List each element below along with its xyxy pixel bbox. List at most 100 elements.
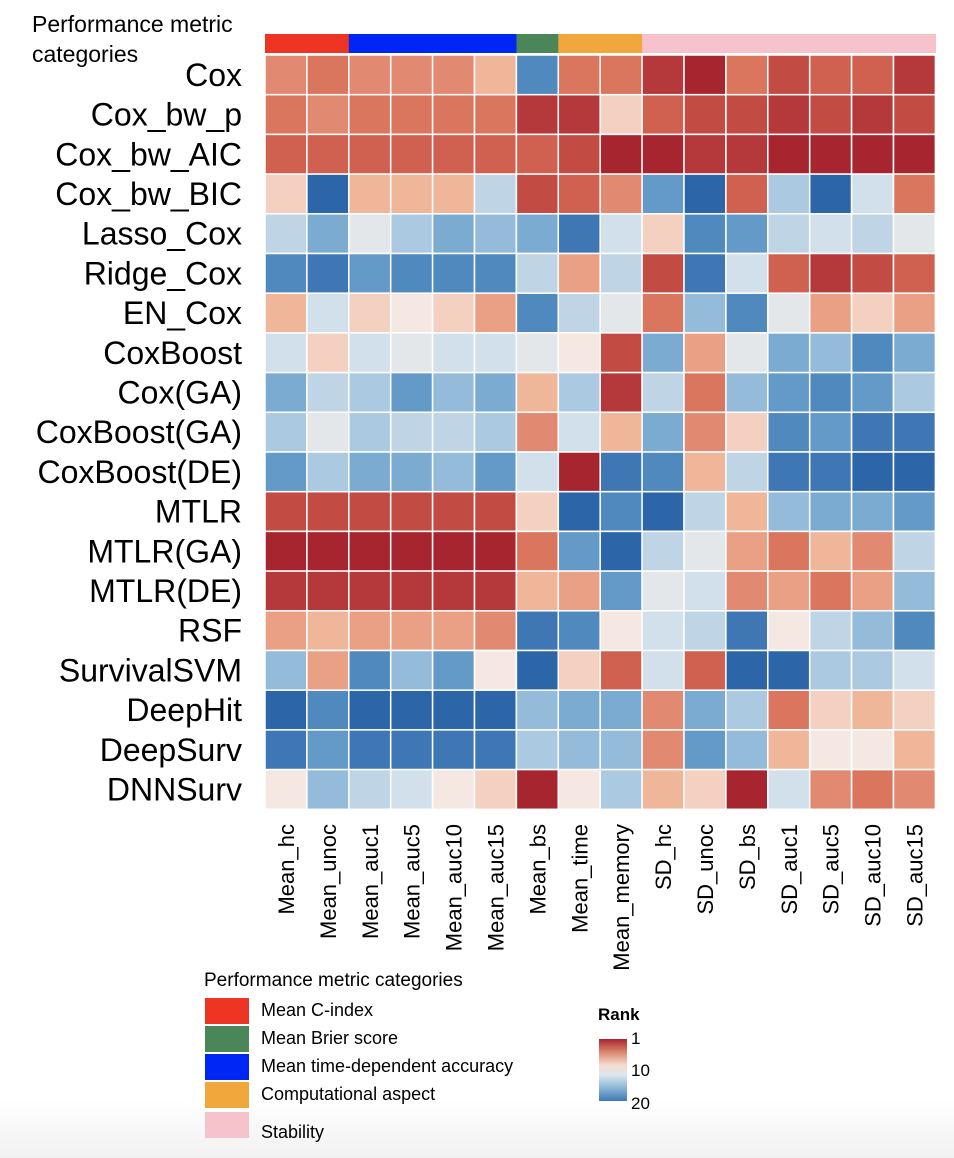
cell-deepsurv-mean-memory <box>599 729 643 771</box>
column-label-mean-auc1: Mean_auc1 <box>358 824 383 939</box>
cell-deephit-mean-auc15 <box>473 689 518 731</box>
cell-lasso-cox-mean-auc10 <box>431 213 476 255</box>
cell-mtlr-ga-sd-auc15 <box>892 530 937 572</box>
cell-mtlr-ga-sd-auc5 <box>808 530 853 572</box>
cell-cox-bw-p-mean-auc1 <box>348 93 392 136</box>
cell-lasso-cox-mean-memory <box>599 213 643 255</box>
row-label-mtlr: MTLR <box>155 494 242 530</box>
cell-cox-bw-aic-mean-auc10 <box>431 133 476 175</box>
cell-coxboost-sd-auc10 <box>850 332 895 374</box>
cell-deephit-mean-time <box>557 689 601 731</box>
cell-mtlr-de-mean-auc1 <box>348 570 392 612</box>
cell-deepsurv-sd-auc5 <box>808 729 853 771</box>
cell-rsf-sd-unoc <box>683 610 727 652</box>
column-labels: Mean_hc Mean_unoc Mean_auc1 Mean_auc5 Mean_a… <box>274 824 928 971</box>
column-label-mean-memory: Mean_memory <box>609 824 634 971</box>
cell-ridge-cox-sd-bs <box>725 252 769 294</box>
row-label-en-cox: EN_Cox <box>123 295 242 331</box>
cell-mtlr-ga-sd-hc <box>641 530 685 572</box>
cell-mtlr-sd-auc1 <box>767 490 811 533</box>
legend-label: Mean Brier score <box>261 1028 399 1048</box>
cell-dnnsurv-sd-bs <box>725 768 769 811</box>
cell-mtlr-ga-mean-unoc <box>306 530 350 572</box>
heatmap-cells <box>264 54 937 811</box>
cell-deepsurv-sd-auc1 <box>767 729 811 771</box>
cell-ridge-cox-mean-auc15 <box>473 252 518 294</box>
cell-mtlr-de-mean-unoc <box>306 570 350 612</box>
annotation-title-line-1: Performance metric <box>32 11 233 37</box>
annotation-cell-mean-auc15 <box>474 34 517 53</box>
legend-label: Mean C-index <box>261 1000 374 1020</box>
cell-cox-bw-bic-mean-time <box>557 173 601 215</box>
cell-coxboost-ga-sd-unoc <box>683 411 727 453</box>
row-label-survivalsvm: SurvivalSVM <box>59 652 242 688</box>
cell-deepsurv-sd-hc <box>641 729 685 771</box>
cell-cox-mean-auc5 <box>389 54 434 96</box>
cell-mtlr-de-mean-hc <box>264 570 308 612</box>
cell-cox-bw-p-mean-time <box>557 93 601 136</box>
cell-cox-bw-p-mean-hc <box>264 93 308 136</box>
cell-mtlr-sd-unoc <box>683 490 727 533</box>
cell-deephit-mean-unoc <box>306 689 350 731</box>
cell-en-cox-mean-hc <box>264 292 308 334</box>
cell-dnnsurv-mean-unoc <box>306 768 350 811</box>
cell-cox-bw-aic-sd-bs <box>725 133 769 175</box>
cell-coxboost-ga-sd-auc10 <box>850 411 895 453</box>
cell-cox-bw-p-sd-bs <box>725 93 769 136</box>
cell-en-cox-mean-auc15 <box>473 292 518 334</box>
cell-lasso-cox-mean-time <box>557 213 601 255</box>
cell-survivalsvm-mean-auc10 <box>431 649 476 691</box>
cell-survivalsvm-mean-auc1 <box>348 649 392 691</box>
row-label-lasso-cox: Lasso_Cox <box>82 216 242 252</box>
cell-lasso-cox-sd-auc5 <box>808 213 853 255</box>
cell-mtlr-sd-auc15 <box>892 490 937 533</box>
cell-rsf-sd-auc15 <box>892 610 937 652</box>
cell-mtlr-de-sd-auc1 <box>767 570 811 612</box>
cell-cox-ga-mean-auc15 <box>473 371 518 414</box>
cell-deephit-sd-unoc <box>683 689 727 731</box>
cell-deepsurv-sd-auc15 <box>892 729 937 771</box>
cell-coxboost-mean-unoc <box>306 332 350 374</box>
cell-cox-bw-bic-mean-auc1 <box>348 173 392 215</box>
cell-lasso-cox-sd-bs <box>725 213 769 255</box>
cell-en-cox-sd-auc10 <box>850 292 895 334</box>
cell-deephit-sd-auc1 <box>767 689 811 731</box>
cell-ridge-cox-mean-unoc <box>306 252 350 294</box>
rank-colorbar-title: Rank <box>598 1005 640 1024</box>
cell-deepsurv-sd-unoc <box>683 729 727 771</box>
cell-coxboost-ga-mean-memory <box>599 411 643 453</box>
cell-mtlr-mean-auc15 <box>473 490 518 533</box>
row-label-mtlr-ga: MTLR(GA) <box>87 533 242 569</box>
cell-mtlr-de-sd-auc5 <box>808 570 853 612</box>
column-label-sd-auc1: SD_auc1 <box>777 824 802 915</box>
cell-deepsurv-mean-auc15 <box>473 729 518 771</box>
rank-colorbar <box>599 1039 627 1101</box>
cell-en-cox-sd-auc5 <box>808 292 853 334</box>
cell-cox-bw-p-mean-unoc <box>306 93 350 136</box>
cell-dnnsurv-mean-hc <box>264 768 308 811</box>
cell-en-cox-sd-unoc <box>683 292 727 334</box>
cell-cox-bw-p-mean-bs <box>515 93 560 136</box>
cell-coxboost-de-mean-time <box>557 451 601 493</box>
cell-cox-bw-aic-mean-hc <box>264 133 308 175</box>
column-label-sd-auc5: SD_auc5 <box>819 824 844 915</box>
cell-cox-bw-aic-sd-auc1 <box>767 133 811 175</box>
cell-rsf-sd-auc1 <box>767 610 811 652</box>
cell-survivalsvm-sd-auc5 <box>808 649 853 691</box>
cell-lasso-cox-mean-bs <box>515 213 560 255</box>
cell-mtlr-mean-bs <box>515 490 560 533</box>
cell-rsf-mean-auc5 <box>389 610 434 652</box>
cell-deephit-mean-hc <box>264 689 308 731</box>
cell-ridge-cox-mean-auc1 <box>348 252 392 294</box>
cell-coxboost-sd-auc1 <box>767 332 811 374</box>
cell-ridge-cox-mean-memory <box>599 252 643 294</box>
cell-rsf-mean-auc10 <box>431 610 476 652</box>
column-label-sd-auc15: SD_auc15 <box>903 824 928 927</box>
cell-cox-ga-mean-auc1 <box>348 371 392 414</box>
row-label-coxboost-ga: CoxBoost(GA) <box>36 414 242 450</box>
cell-dnnsurv-sd-unoc <box>683 768 727 811</box>
cell-coxboost-de-sd-hc <box>641 451 685 493</box>
cell-mtlr-ga-mean-auc15 <box>473 530 518 572</box>
cell-en-cox-mean-time <box>557 292 601 334</box>
cell-ridge-cox-sd-hc <box>641 252 685 294</box>
